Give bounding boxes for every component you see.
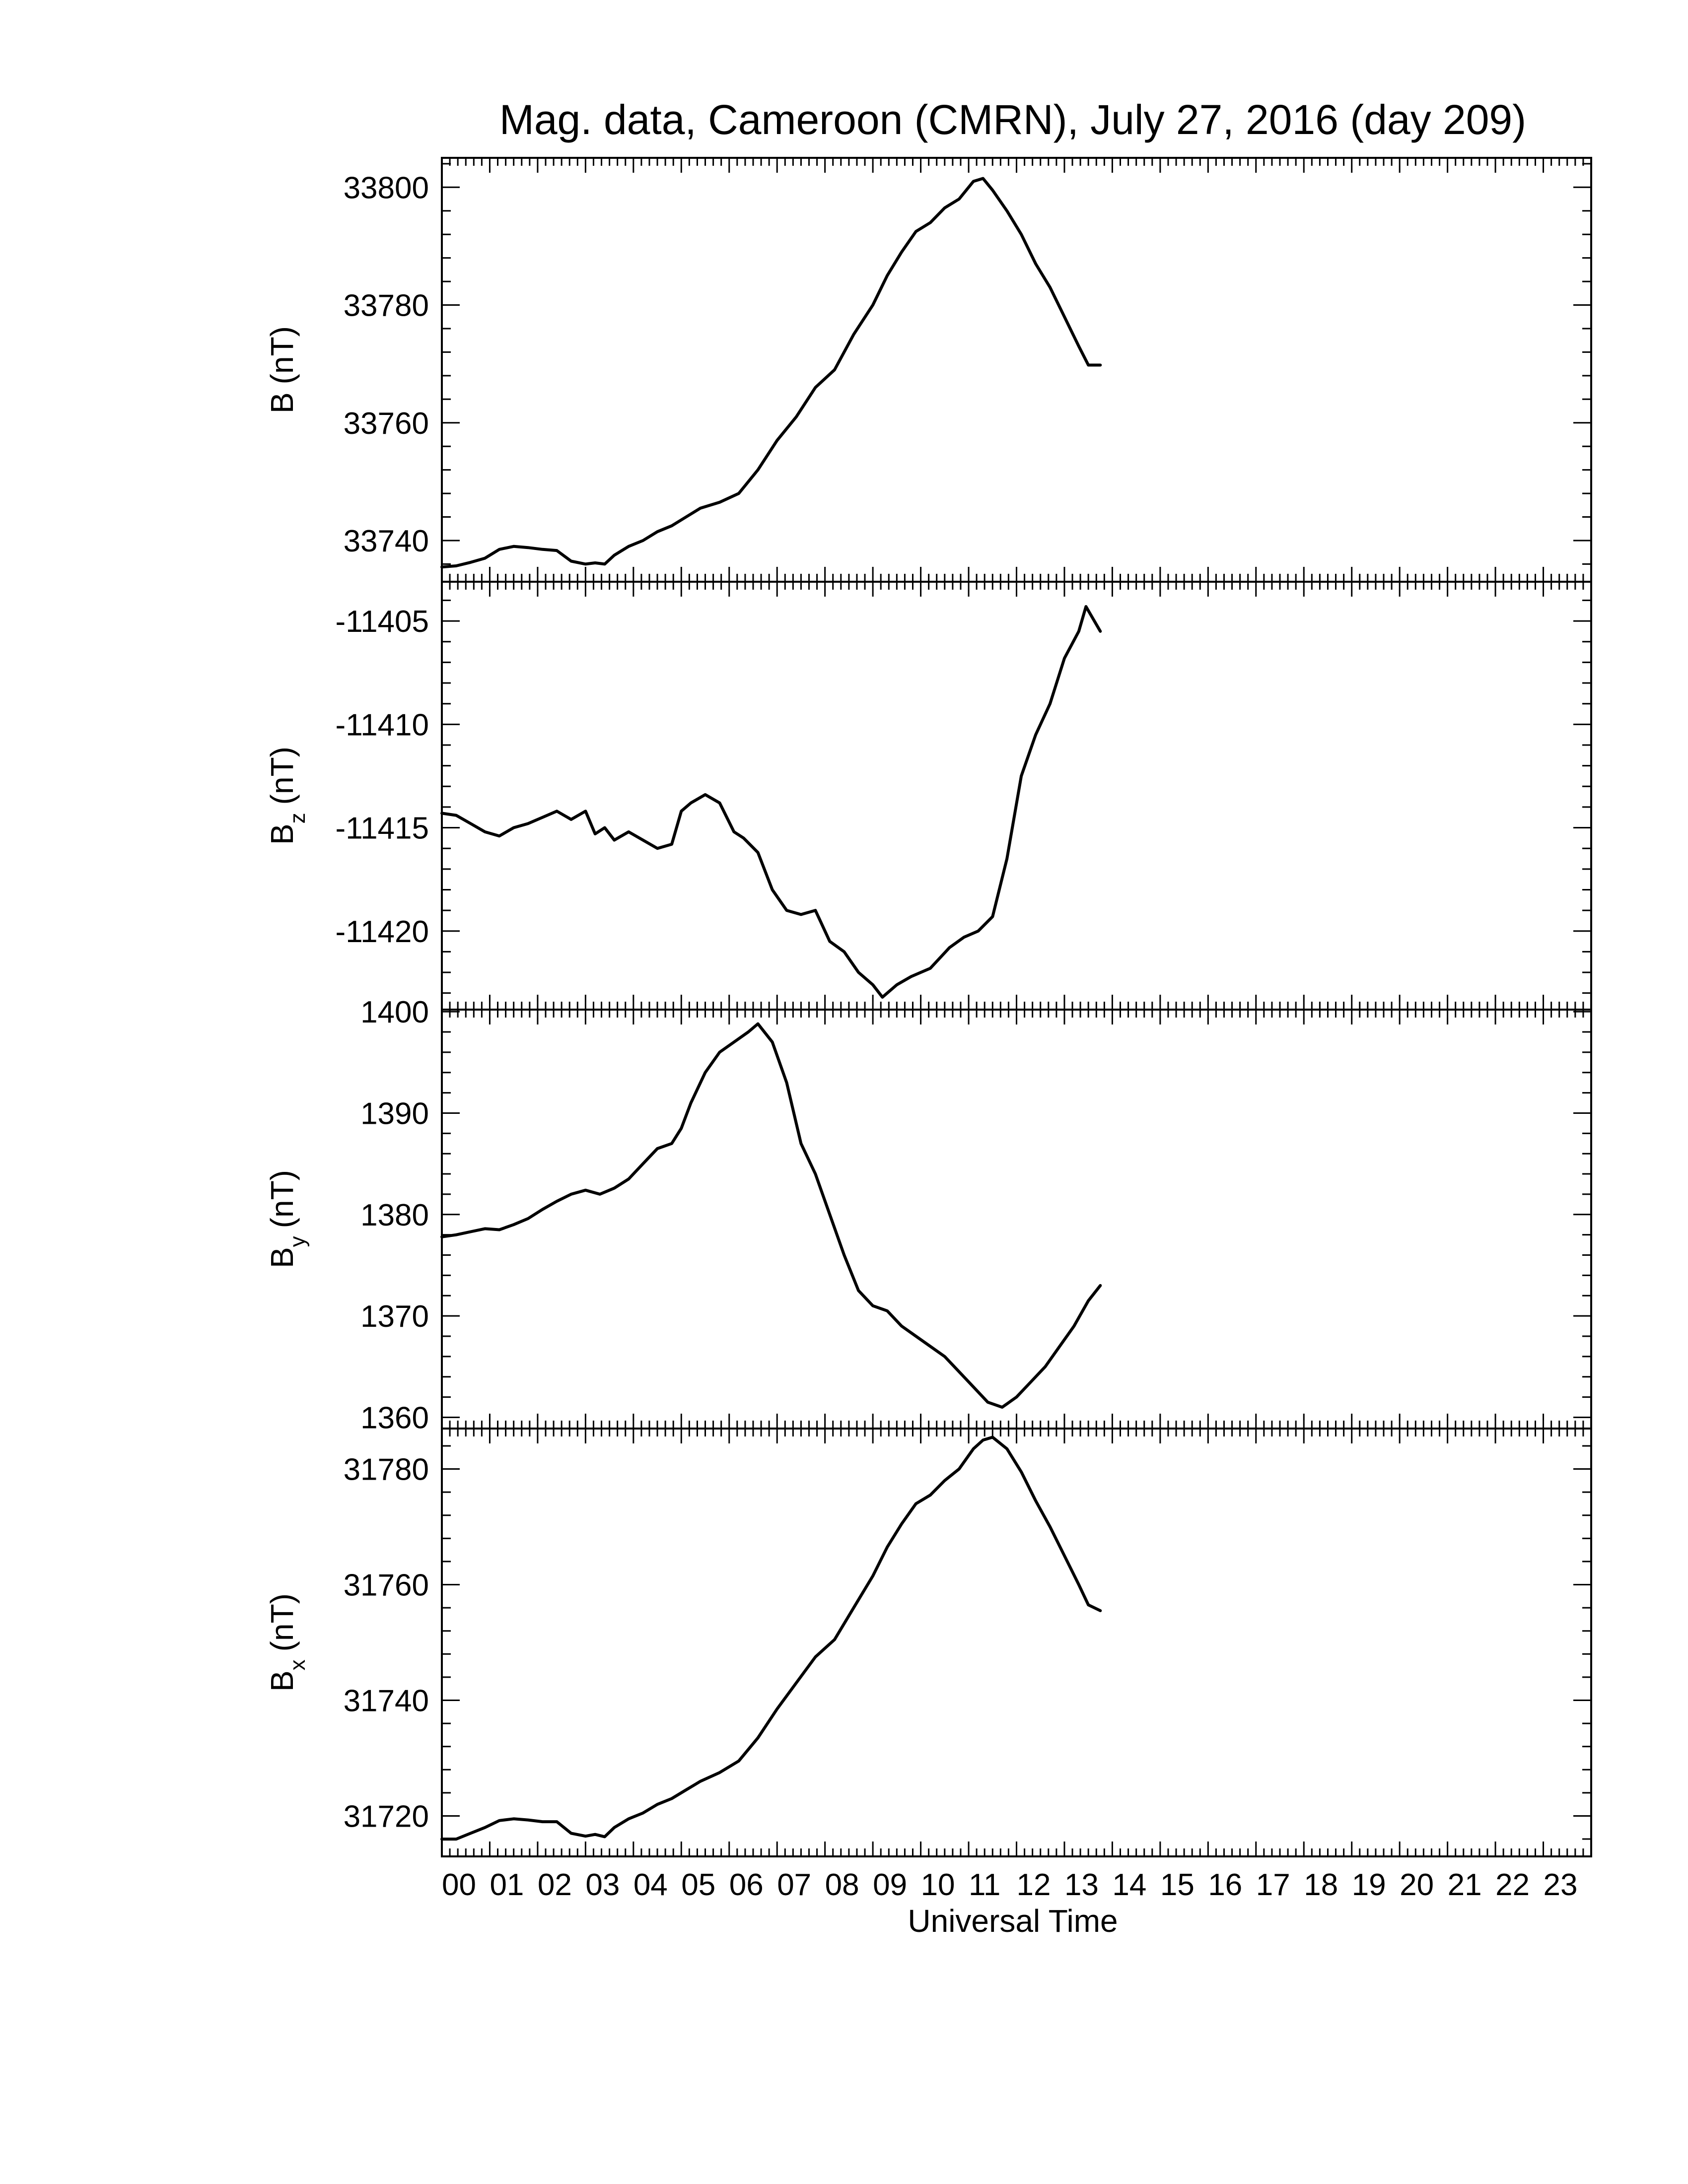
x-tick-label: 01 (490, 1868, 524, 1902)
x-tick-label: 20 (1400, 1868, 1434, 1902)
x-tick-label: 11 (969, 1868, 1000, 1902)
x-tick-label: 17 (1256, 1868, 1290, 1902)
y-axis-label-subscript: x (285, 1659, 310, 1670)
y-axis-label-unit: (nT) (264, 1593, 300, 1651)
y-axis-label-unit: (nT) (264, 1170, 300, 1228)
x-tick-label: 14 (1112, 1868, 1146, 1902)
y-tick-label: -11410 (336, 708, 429, 742)
y-axis-label: By (nT) (264, 1170, 310, 1268)
x-tick-label: 08 (825, 1868, 859, 1902)
x-tick-label: 04 (633, 1868, 668, 1902)
x-axis-label: Universal Time (908, 1903, 1118, 1939)
x-tick-label: 18 (1304, 1868, 1338, 1902)
x-tick-label: 06 (729, 1868, 764, 1902)
y-tick-label: 33760 (344, 407, 429, 441)
y-axis-label-main: B (264, 392, 300, 413)
x-tick-labels: 00 01 02 03 04 05 06 07 08 09 10 11 12 13 14 15 16 17 18 19… (442, 1868, 1578, 1902)
y-axis-label-unit: (nT) (264, 326, 300, 384)
x-tick-label: 09 (873, 1868, 907, 1902)
y-tick-label: -11420 (336, 915, 429, 949)
x-tick-label: 23 (1544, 1868, 1578, 1902)
y-tick-label: 1400 (360, 995, 429, 1029)
y-axis-label-main: B (264, 1247, 300, 1268)
panel-1: 33740 33760 33780 33800 B (nT) (264, 157, 1592, 583)
y-tick-label: 1360 (360, 1401, 429, 1435)
y-tick-label: 33800 (344, 171, 429, 205)
series-line (440, 1022, 1102, 1409)
panel-2: -11405 -11410 -11415 -11420 Bz (nT) (264, 581, 1592, 1011)
panels-group: 33740337603378033800B(nT)-11405-11410-11… (264, 157, 1592, 1857)
y-axis-label: Bx (nT) (264, 1593, 310, 1692)
y-axis-label-subscript: z (285, 813, 310, 823)
y-tick-label: 31720 (344, 1799, 429, 1834)
y-axis-label-main: B (264, 823, 300, 845)
y-axis-label: B (nT) (264, 326, 300, 413)
x-tick-label: 05 (681, 1868, 715, 1902)
x-tick-label: 21 (1448, 1868, 1482, 1902)
x-tick-label: 19 (1352, 1868, 1386, 1902)
y-tick-label: 31740 (344, 1684, 429, 1718)
y-axis-label-subscript: y (285, 1236, 310, 1247)
series-line (440, 605, 1102, 999)
y-tick-label: -11415 (336, 812, 429, 846)
x-tick-label: 10 (921, 1868, 955, 1902)
panel-4: 31720 31740 31760 31780 Bx (nT) (264, 1428, 1592, 1857)
y-tick-label: 1380 (360, 1198, 429, 1232)
x-tick-label: 13 (1064, 1868, 1099, 1902)
y-tick-label: 31760 (344, 1569, 429, 1603)
chart-title: Mag. data, Cameroon (CMRN), July 27, 201… (499, 96, 1526, 143)
series-line (440, 177, 1102, 569)
y-tick-label: 31780 (344, 1453, 429, 1487)
y-tick-label: 1390 (360, 1096, 429, 1131)
panel-3: 1360 1370 1380 1390 1400 By (nT) (264, 995, 1592, 1435)
x-tick-label: 00 (442, 1868, 476, 1902)
x-tick-label: 07 (777, 1868, 811, 1902)
x-tick-label: 03 (585, 1868, 620, 1902)
x-tick-label: 22 (1495, 1868, 1530, 1902)
x-tick-label: 15 (1160, 1868, 1195, 1902)
x-tick-label: 12 (1017, 1868, 1051, 1902)
x-tick-label: 02 (538, 1868, 572, 1902)
y-tick-label: 33780 (344, 289, 429, 323)
y-tick-label: 1370 (360, 1299, 429, 1334)
y-tick-label: -11405 (336, 605, 429, 639)
y-tick-label: 33740 (344, 524, 429, 558)
series-line (440, 1435, 1102, 1841)
y-axis-label-unit: (nT) (264, 747, 300, 805)
y-axis-label: Bz (nT) (264, 747, 310, 845)
x-tick-label: 16 (1208, 1868, 1242, 1902)
y-axis-label-main: B (264, 1670, 300, 1692)
